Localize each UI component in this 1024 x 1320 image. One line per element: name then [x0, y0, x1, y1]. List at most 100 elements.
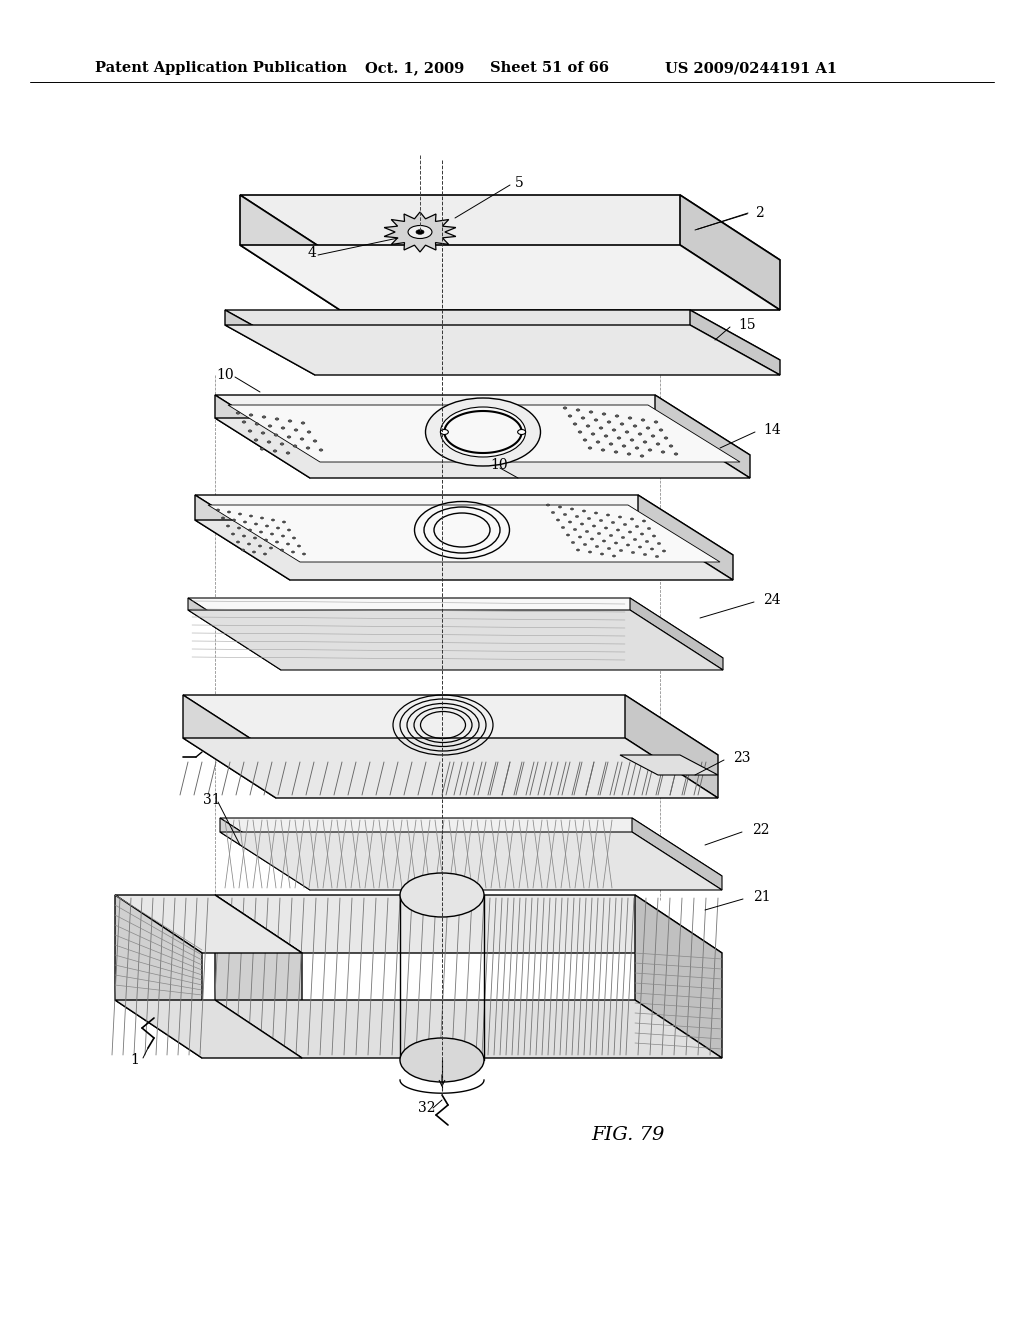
Ellipse shape: [231, 533, 234, 535]
Ellipse shape: [546, 504, 550, 506]
Ellipse shape: [630, 438, 634, 441]
Polygon shape: [215, 418, 750, 478]
Polygon shape: [195, 495, 733, 554]
Ellipse shape: [650, 548, 653, 550]
Ellipse shape: [628, 417, 632, 420]
Ellipse shape: [297, 545, 301, 546]
Ellipse shape: [629, 531, 632, 533]
Polygon shape: [215, 1001, 722, 1059]
Ellipse shape: [590, 539, 594, 540]
Ellipse shape: [307, 430, 311, 433]
Ellipse shape: [635, 525, 639, 528]
Ellipse shape: [232, 519, 236, 521]
Ellipse shape: [617, 437, 621, 440]
Polygon shape: [225, 310, 315, 375]
Ellipse shape: [627, 453, 631, 455]
Ellipse shape: [561, 527, 565, 528]
Ellipse shape: [611, 521, 614, 524]
Ellipse shape: [276, 527, 280, 529]
Ellipse shape: [604, 527, 608, 529]
Ellipse shape: [440, 407, 525, 457]
Ellipse shape: [618, 516, 622, 519]
Polygon shape: [195, 520, 733, 579]
Ellipse shape: [248, 430, 252, 432]
Ellipse shape: [616, 529, 620, 531]
Ellipse shape: [400, 873, 484, 917]
Ellipse shape: [400, 1038, 484, 1082]
Ellipse shape: [281, 426, 285, 429]
Ellipse shape: [288, 529, 291, 531]
Ellipse shape: [625, 430, 629, 433]
Ellipse shape: [260, 517, 264, 519]
Polygon shape: [220, 832, 722, 890]
Polygon shape: [220, 818, 310, 890]
Ellipse shape: [579, 536, 582, 539]
Ellipse shape: [416, 230, 424, 234]
Ellipse shape: [622, 445, 626, 447]
Ellipse shape: [577, 549, 580, 552]
Text: 21: 21: [753, 890, 771, 904]
Ellipse shape: [264, 539, 267, 541]
Ellipse shape: [275, 417, 279, 420]
Polygon shape: [183, 738, 718, 799]
Polygon shape: [115, 1001, 302, 1059]
Text: 10: 10: [216, 368, 233, 381]
Ellipse shape: [638, 433, 642, 436]
Polygon shape: [228, 405, 740, 462]
Ellipse shape: [237, 541, 240, 543]
Polygon shape: [220, 818, 722, 876]
Ellipse shape: [575, 515, 579, 517]
Ellipse shape: [252, 550, 256, 553]
Ellipse shape: [243, 535, 246, 537]
Ellipse shape: [622, 536, 625, 539]
Ellipse shape: [558, 506, 562, 508]
Ellipse shape: [633, 539, 637, 541]
Ellipse shape: [426, 399, 541, 466]
Ellipse shape: [260, 447, 264, 450]
Ellipse shape: [586, 531, 589, 532]
Ellipse shape: [602, 413, 606, 416]
Polygon shape: [225, 325, 780, 375]
Ellipse shape: [674, 453, 678, 455]
Text: 31: 31: [203, 793, 220, 807]
Polygon shape: [188, 598, 281, 671]
Ellipse shape: [270, 533, 273, 535]
Ellipse shape: [306, 446, 310, 449]
Polygon shape: [625, 696, 718, 799]
Ellipse shape: [571, 541, 574, 544]
Ellipse shape: [292, 537, 296, 539]
Ellipse shape: [602, 540, 606, 543]
Polygon shape: [638, 495, 733, 579]
Ellipse shape: [440, 429, 449, 434]
Ellipse shape: [566, 533, 569, 536]
Ellipse shape: [287, 436, 291, 438]
Ellipse shape: [601, 449, 605, 451]
Ellipse shape: [575, 409, 580, 412]
Ellipse shape: [287, 543, 290, 545]
Ellipse shape: [573, 528, 577, 531]
Text: 24: 24: [763, 593, 780, 607]
Ellipse shape: [294, 429, 298, 432]
Text: 4: 4: [308, 246, 316, 260]
Polygon shape: [632, 818, 722, 890]
Ellipse shape: [620, 549, 623, 552]
Ellipse shape: [244, 521, 247, 523]
Polygon shape: [188, 610, 723, 671]
Ellipse shape: [242, 549, 245, 552]
Ellipse shape: [239, 513, 242, 515]
Polygon shape: [655, 395, 750, 478]
Text: 5: 5: [515, 176, 523, 190]
Text: 14: 14: [763, 422, 780, 437]
Ellipse shape: [255, 422, 259, 425]
Ellipse shape: [573, 422, 577, 425]
Ellipse shape: [643, 441, 647, 444]
Ellipse shape: [249, 413, 253, 416]
Ellipse shape: [599, 519, 603, 521]
Ellipse shape: [578, 430, 582, 433]
Ellipse shape: [563, 407, 567, 409]
Ellipse shape: [283, 521, 286, 523]
Ellipse shape: [652, 535, 655, 537]
Ellipse shape: [302, 553, 306, 556]
Ellipse shape: [662, 450, 665, 453]
Ellipse shape: [275, 541, 279, 543]
